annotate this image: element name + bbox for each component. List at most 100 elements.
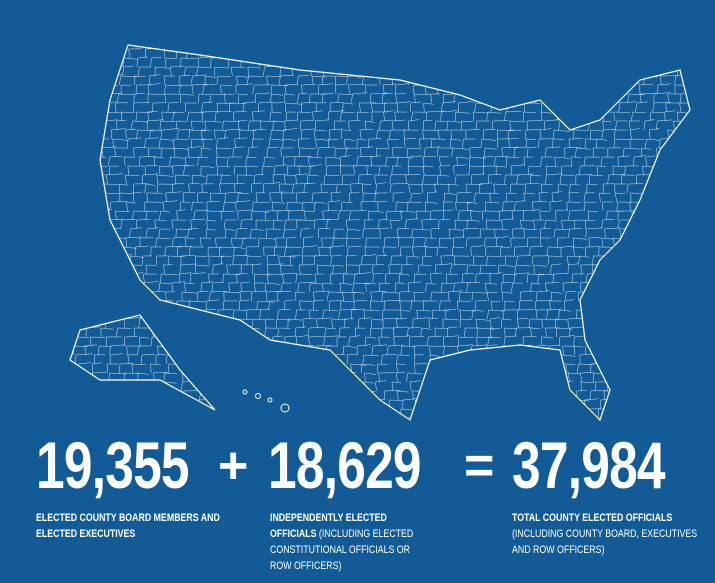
county-line [636, 219, 650, 230]
county-line [564, 291, 577, 302]
county-line [266, 146, 279, 158]
county-line [383, 110, 394, 122]
county-line [139, 156, 156, 167]
county-line [165, 57, 178, 68]
county-line [464, 327, 479, 338]
county-line [135, 219, 151, 230]
county-line [315, 138, 330, 149]
county-line [544, 173, 563, 185]
county-line [430, 57, 443, 68]
county-line [314, 201, 326, 212]
county-line [289, 417, 300, 420]
county-line [512, 75, 529, 86]
county-line [591, 84, 608, 94]
county-line [315, 102, 327, 113]
county-line [119, 75, 138, 86]
county-line [89, 336, 105, 347]
county-line [375, 182, 387, 194]
county-line [378, 336, 390, 347]
county-line [70, 372, 72, 383]
county-line [350, 363, 367, 374]
county-line [437, 147, 455, 158]
county-line [494, 228, 509, 239]
county-line [668, 183, 684, 194]
county-line [370, 291, 387, 302]
county-line [568, 209, 584, 221]
county-line [491, 363, 506, 374]
county-line [475, 318, 490, 329]
county-line [678, 128, 690, 140]
county-line [383, 299, 401, 311]
county-line [345, 219, 360, 230]
county-line [282, 57, 300, 68]
county-line [487, 309, 506, 320]
county-line [294, 326, 307, 338]
county-line [278, 74, 294, 86]
county-line [284, 246, 302, 257]
county-line [237, 192, 249, 203]
county-line [164, 84, 182, 95]
county-line [245, 48, 264, 59]
county-line [650, 111, 664, 122]
county-line [624, 272, 641, 284]
county-line [622, 290, 640, 302]
county-line [235, 83, 253, 95]
county-line [418, 57, 428, 68]
county-line [551, 138, 565, 149]
county-line [365, 282, 377, 293]
county-line [235, 408, 248, 419]
county-line [239, 291, 251, 302]
county-line [681, 200, 690, 212]
county-line [279, 183, 293, 194]
county-line [236, 273, 248, 284]
county-line [302, 201, 317, 212]
county-line [392, 192, 404, 203]
county-line [588, 326, 603, 338]
county-line [121, 111, 135, 122]
county-line [641, 300, 653, 311]
county-line [70, 327, 71, 338]
county-line [371, 318, 384, 329]
county-line [408, 165, 425, 176]
county-line [144, 201, 162, 212]
county-line [245, 309, 261, 320]
county-line [568, 138, 583, 149]
county-line [90, 246, 107, 257]
county-line [659, 273, 671, 284]
county-line [664, 336, 680, 347]
county-line [595, 138, 607, 149]
county-line [487, 336, 501, 347]
county-line [650, 309, 664, 320]
county-line [233, 309, 247, 320]
county-line [510, 45, 525, 50]
county-line [71, 272, 84, 284]
county-line [536, 372, 547, 383]
county-line [568, 192, 579, 203]
county-line [351, 92, 368, 104]
county-line [160, 147, 176, 158]
county-line [70, 155, 75, 167]
county-line [130, 282, 145, 293]
county-line [157, 318, 176, 329]
county-line [139, 237, 154, 248]
county-line [538, 363, 551, 374]
county-line [469, 45, 485, 50]
county-line [462, 354, 478, 365]
county-line [563, 93, 580, 104]
county-line [261, 165, 273, 176]
county-line [168, 255, 185, 266]
county-line [346, 245, 362, 257]
county-line [297, 75, 310, 86]
county-line [178, 74, 191, 86]
county-line [638, 335, 651, 347]
county-line [448, 228, 463, 239]
county-line [385, 272, 402, 284]
county-line [382, 246, 397, 257]
county-line [121, 417, 137, 420]
county-line [606, 381, 620, 392]
county-line [184, 237, 195, 248]
county-line [530, 327, 541, 338]
county-line [183, 390, 200, 401]
county-line [567, 372, 581, 383]
county-line [527, 237, 539, 248]
